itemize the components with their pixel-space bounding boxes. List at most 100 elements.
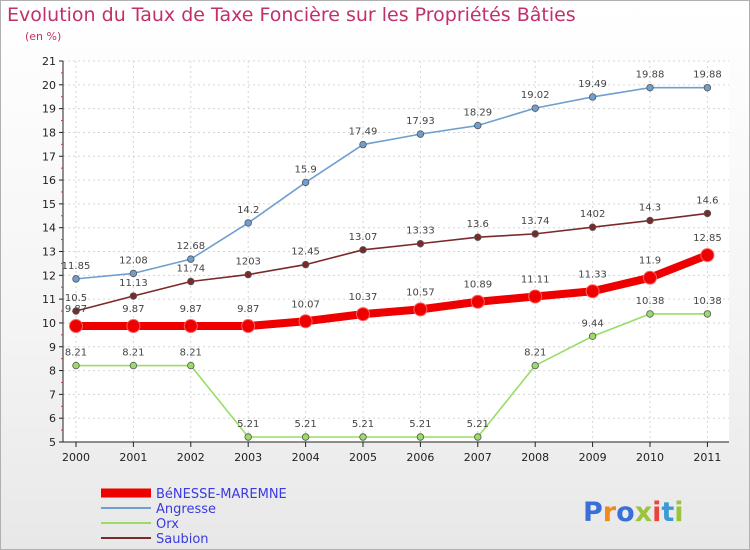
y-tick-label-7: 7 [49,388,56,401]
data-label-0-7: 10.89 [463,280,492,291]
data-label-0-9: 11.33 [578,269,607,280]
point-1-3 [244,219,252,227]
data-label-3-9: 1402 [580,209,605,220]
data-label-3-8: 13.74 [521,216,550,227]
point-1-8 [531,104,539,112]
data-label-1-10: 19.88 [636,70,665,81]
data-label-0-8: 11.11 [521,275,550,286]
point-2-4 [301,433,310,441]
point-0-10 [643,270,657,285]
data-label-2-10: 10.38 [636,296,665,307]
point-1-1 [129,269,138,278]
x-tick-label-2007: 2007 [464,451,492,464]
y-tick-label-19: 19 [42,103,56,116]
point-0-11 [700,248,715,263]
data-label-3-10: 14.3 [639,203,661,214]
data-label-3-0: 10.5 [65,293,87,304]
data-label-3-2: 11.74 [176,264,205,275]
data-label-1-8: 19.02 [521,90,550,101]
point-2-1 [129,361,138,370]
point-0-3 [241,319,256,334]
point-2-3 [244,433,252,441]
point-2-8 [531,361,539,370]
point-3-5 [359,246,367,254]
data-label-1-4: 15.9 [294,164,316,175]
data-label-2-6: 5.21 [409,419,431,430]
point-3-0 [72,307,80,315]
legend-label-0: BéNESSE-MAREMNE [156,487,287,502]
point-1-2 [187,255,195,263]
data-label-0-6: 10.57 [406,287,435,298]
point-0-9 [585,284,600,299]
point-2-9 [588,332,597,340]
y-tick-label-9: 9 [49,341,56,354]
data-label-3-7: 13.6 [467,219,489,230]
data-label-0-5: 10.37 [349,292,378,303]
legend-label-1: Angresse [156,502,216,517]
x-tick-label-2000: 2000 [62,451,90,464]
logo-letter-6: i [674,497,683,528]
point-3-6 [416,239,425,248]
y-tick-label-15: 15 [42,198,56,211]
data-label-0-11: 12.85 [693,233,722,244]
chart-title: Evolution du Taux de Taxe Foncière sur l… [7,4,576,26]
point-1-6 [416,130,425,138]
logo-letter-0: P [583,497,603,528]
data-label-2-4: 5.21 [294,419,316,430]
series-line-3 [75,212,709,312]
point-1-10 [646,83,654,92]
legend-label-2: Orx [156,517,179,532]
legend-label-3: Saubion [156,532,209,547]
point-3-3 [244,270,252,279]
proxiti-logo: Proxiti [583,497,684,528]
data-label-0-4: 10.07 [291,299,320,310]
point-0-4 [298,314,313,329]
data-label-1-5: 17.49 [349,127,378,138]
y-axis-unit: (en %) [25,30,62,43]
point-1-5 [359,140,367,149]
data-label-2-5: 5.21 [352,419,374,430]
data-label-3-5: 13.07 [349,232,378,243]
data-label-3-3: 1203 [235,257,260,268]
point-1-9 [588,93,597,101]
data-label-0-10: 11.9 [639,256,661,267]
y-tick-label-20: 20 [42,79,56,92]
x-tick-label-2003: 2003 [234,451,262,464]
x-tick-label-2004: 2004 [292,451,320,464]
data-label-1-6: 17.93 [406,116,435,127]
data-label-0-3: 9.87 [237,304,259,315]
x-tick-label-2006: 2006 [406,451,434,464]
point-0-6 [413,302,428,317]
point-3-4 [301,260,310,269]
point-2-11 [703,310,712,318]
point-3-7 [474,233,482,241]
point-0-8 [528,289,543,304]
data-label-3-6: 13.33 [406,226,435,237]
y-tick-label-11: 11 [42,293,56,306]
logo-letter-4: i [652,497,661,528]
data-label-1-3: 14.2 [237,205,259,216]
x-tick-label-2010: 2010 [636,451,664,464]
data-label-2-8: 8.21 [524,348,546,359]
data-label-1-1: 12.08 [119,255,148,266]
data-label-2-2: 8.21 [180,348,202,359]
point-3-1 [129,292,138,300]
data-label-2-3: 5.21 [237,419,259,430]
point-2-5 [359,433,367,441]
data-label-2-7: 5.21 [467,419,489,430]
y-tick-label-5: 5 [49,436,56,449]
data-label-1-9: 19.49 [578,79,607,90]
point-1-4 [301,178,310,187]
point-0-0 [69,319,83,334]
x-tick-label-2001: 2001 [119,451,147,464]
logo-letter-2: o [616,497,635,528]
point-3-10 [646,216,654,225]
point-1-7 [474,121,482,130]
x-tick-label-2008: 2008 [521,451,549,464]
point-3-8 [531,230,539,238]
data-label-0-0: 9.87 [65,304,87,315]
data-label-3-1: 11.13 [119,278,148,289]
point-2-7 [474,433,482,441]
x-tick-label-2002: 2002 [177,451,205,464]
